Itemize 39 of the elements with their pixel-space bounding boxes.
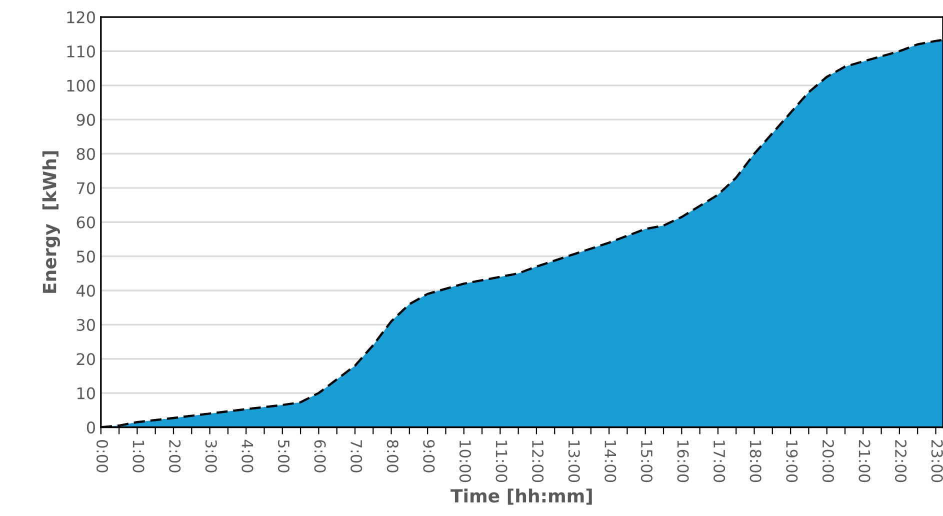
x-tick-label: 2:00 [169, 440, 181, 472]
x-tick-label: 23:00 [931, 440, 943, 482]
x-tick-label: 6:00 [314, 440, 326, 472]
x-tick-label: 8:00 [386, 440, 398, 472]
y-tick-label: 20 [76, 353, 95, 366]
x-tick-label: 14:00 [604, 440, 616, 482]
x-tick-label: 11:00 [496, 440, 508, 482]
x-tick-label: 13:00 [568, 440, 580, 482]
y-tick-label: 50 [76, 250, 95, 263]
y-tick-label: 10 [77, 387, 95, 400]
x-tick-label: 20:00 [822, 440, 834, 482]
x-axis-title: Time [hh:mm] [450, 488, 592, 505]
y-tick-label: 60 [76, 216, 95, 228]
x-tick-label: 21:00 [858, 440, 870, 482]
y-tick-label: 70 [77, 182, 95, 194]
y-tick-label: 30 [76, 318, 95, 331]
x-tick-label: 22:00 [895, 440, 907, 482]
y-tick-label: 100 [67, 80, 95, 92]
x-tick-label: 0:00 [96, 440, 108, 472]
y-tick-label: 90 [76, 114, 95, 126]
x-tick-label: 9:00 [423, 440, 435, 472]
y-axis-title: Energy [kWh] [42, 151, 60, 293]
x-tick-label: 12:00 [532, 440, 544, 482]
y-tick-label: 80 [76, 148, 95, 160]
x-tick-label: 16:00 [677, 440, 689, 482]
x-tick-label: 19:00 [786, 440, 798, 482]
y-tick-label: 120 [67, 11, 95, 24]
x-tick-label: 10:00 [459, 440, 471, 482]
x-tick-label: 18:00 [750, 440, 762, 482]
x-tick-label: 4:00 [242, 440, 254, 472]
x-tick-label: 17:00 [714, 440, 726, 482]
x-tick-label: 3:00 [205, 440, 217, 472]
x-tick-label: 5:00 [278, 440, 290, 472]
y-tick-label: 0 [86, 421, 95, 434]
x-tick-label: 7:00 [350, 440, 362, 472]
x-tick-label: 15:00 [640, 440, 652, 482]
y-tick-label: 40 [76, 284, 95, 297]
x-tick-label: 1:00 [132, 440, 144, 472]
y-tick-label: 110 [67, 45, 95, 58]
